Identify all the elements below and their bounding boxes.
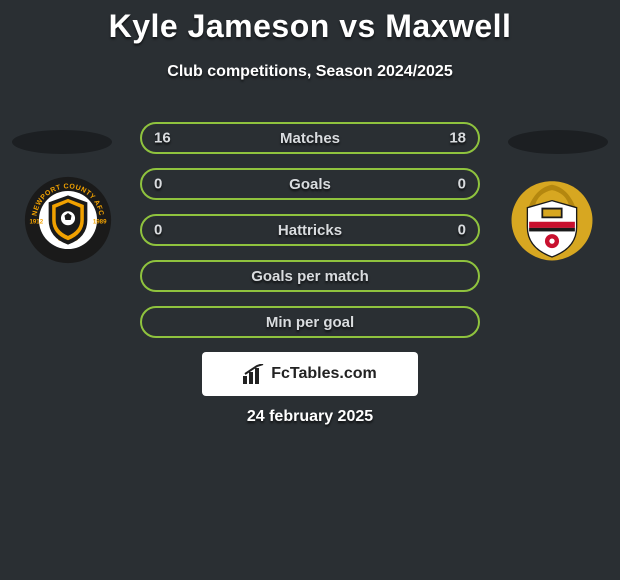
brand-box: FcTables.com bbox=[202, 352, 418, 396]
stat-row-min-per-goal: Min per goal bbox=[140, 306, 480, 338]
doncaster-rovers-badge bbox=[508, 176, 596, 264]
subtitle: Club competitions, Season 2024/2025 bbox=[0, 63, 620, 81]
svg-text:1989: 1989 bbox=[93, 219, 107, 226]
stat-label: Goals bbox=[289, 176, 331, 193]
stat-row-hattricks: 0 Hattricks 0 bbox=[140, 214, 480, 246]
stat-right-value: 18 bbox=[449, 130, 466, 147]
stats-container: 16 Matches 18 0 Goals 0 0 Hattricks 0 Go… bbox=[140, 122, 480, 352]
page-title: Kyle Jameson vs Maxwell bbox=[0, 0, 620, 45]
stat-left-value: 0 bbox=[154, 222, 162, 239]
stat-right-value: 0 bbox=[458, 176, 466, 193]
newport-county-badge: NEWPORT COUNTY AFC exiles 1912 1989 bbox=[24, 176, 112, 264]
bar-chart-icon bbox=[243, 364, 265, 384]
stat-row-goals-per-match: Goals per match bbox=[140, 260, 480, 292]
stat-label: Goals per match bbox=[251, 268, 369, 285]
stat-label: Min per goal bbox=[266, 314, 354, 331]
left-shadow bbox=[12, 130, 112, 154]
stat-row-goals: 0 Goals 0 bbox=[140, 168, 480, 200]
stat-label: Matches bbox=[280, 130, 340, 147]
date-text: 24 february 2025 bbox=[0, 408, 620, 426]
svg-text:1912: 1912 bbox=[29, 219, 43, 226]
right-shadow bbox=[508, 130, 608, 154]
stat-row-matches: 16 Matches 18 bbox=[140, 122, 480, 154]
stat-left-value: 0 bbox=[154, 176, 162, 193]
stat-right-value: 0 bbox=[458, 222, 466, 239]
brand-text: FcTables.com bbox=[271, 365, 377, 383]
stat-left-value: 16 bbox=[154, 130, 171, 147]
stat-label: Hattricks bbox=[278, 222, 342, 239]
